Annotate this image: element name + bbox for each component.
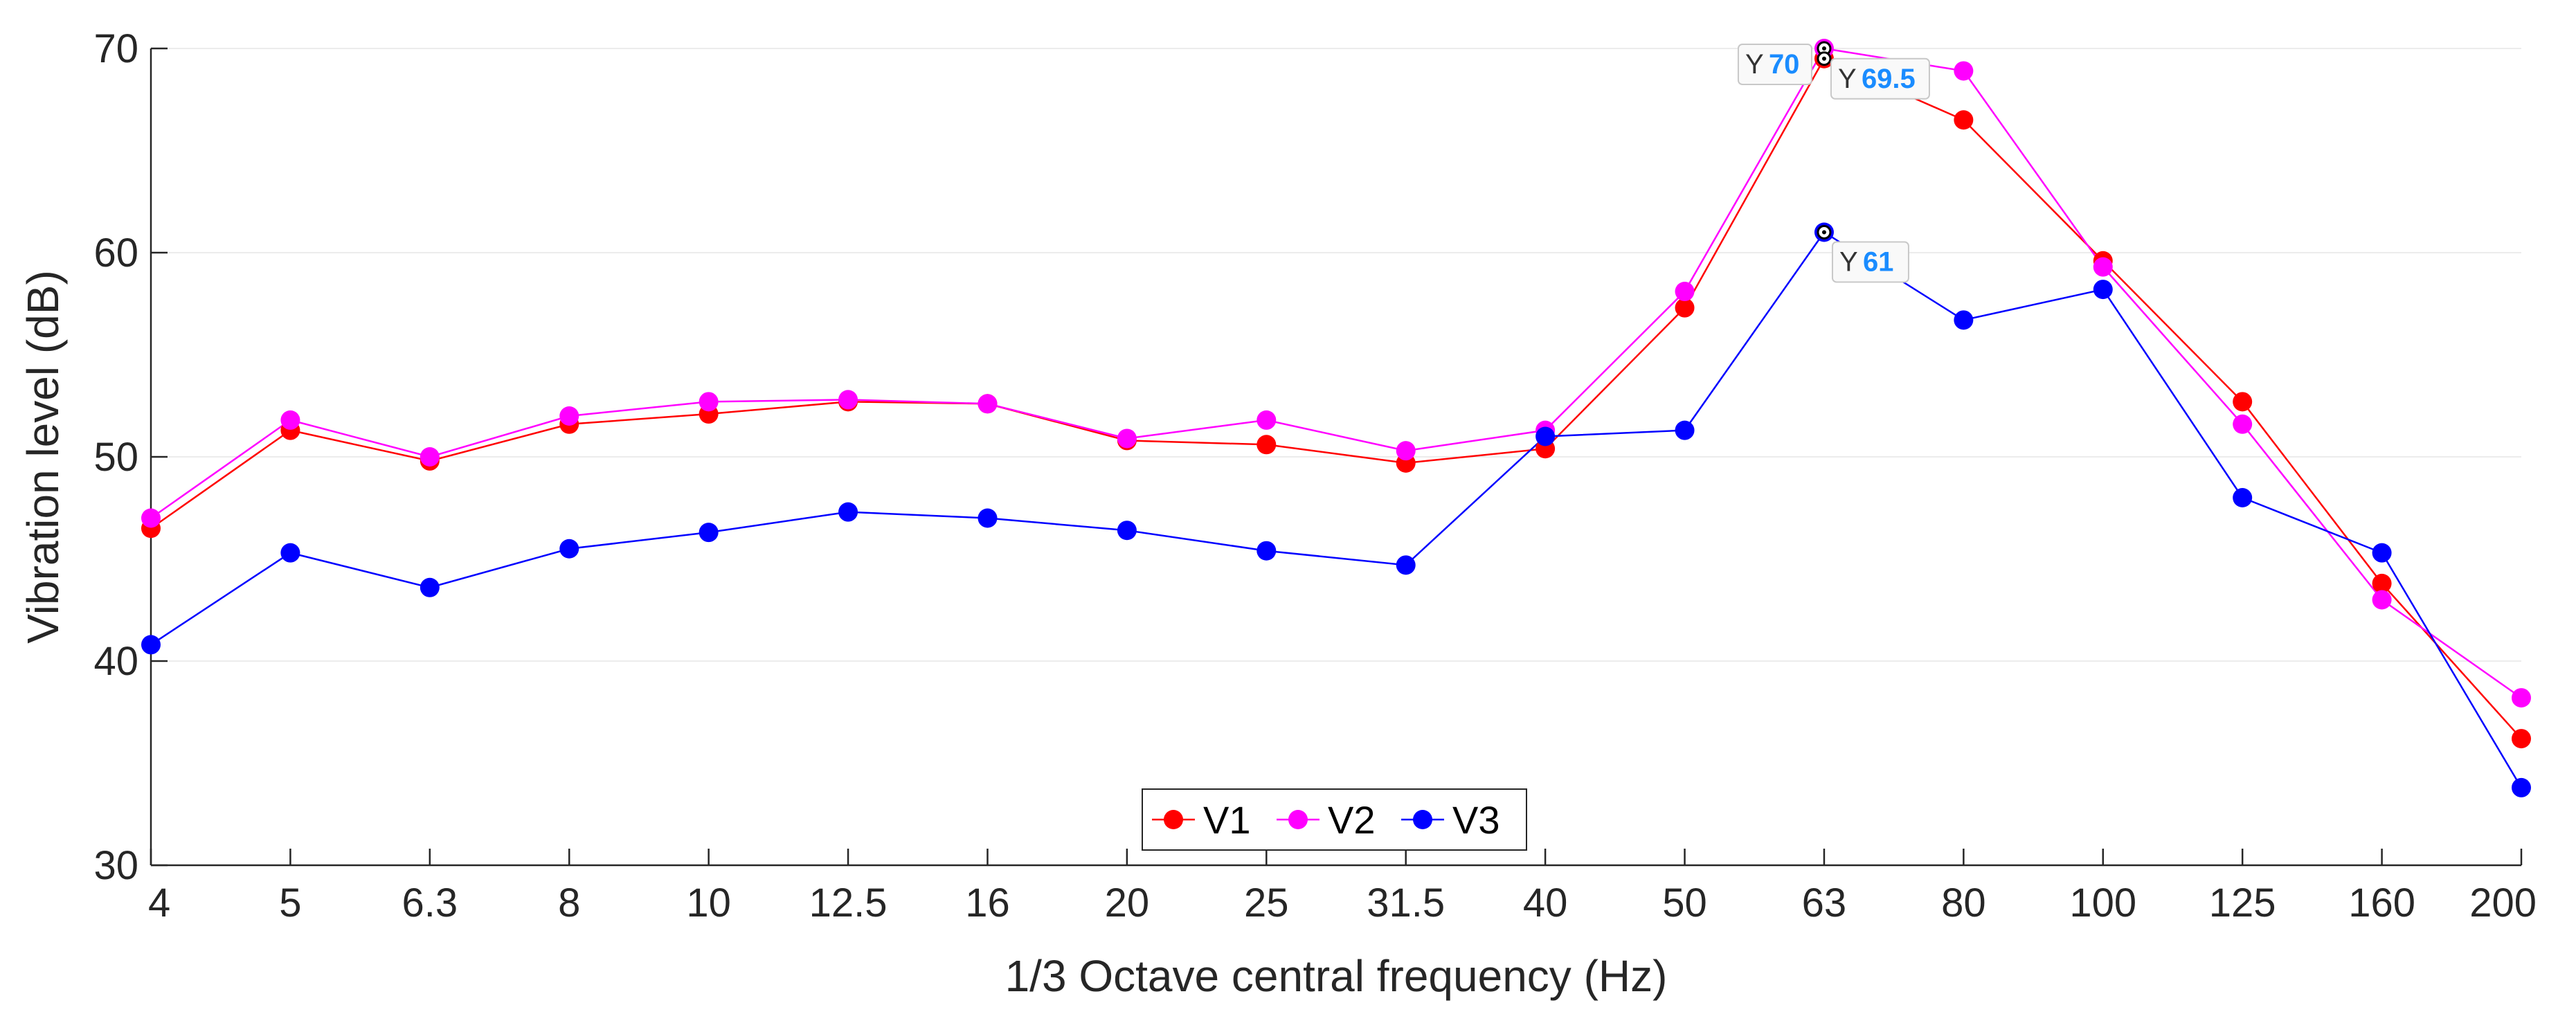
data-point-v2 [699,392,719,412]
legend-box [1142,788,1527,851]
datatip: Y 70 [1737,41,1832,85]
data-point-v3 [1117,521,1137,541]
y-tick-label: 60 [93,231,138,275]
datatip-marker-center [1821,56,1826,61]
data-point-v3 [1535,426,1556,446]
data-point-v3 [1396,555,1416,575]
legend-label-v2: V2 [1328,798,1376,842]
datatip-prefix: Y [1838,64,1857,94]
x-axis-title: 1/3 Octave central frequency (Hz) [1005,951,1668,1001]
datatip-box [1831,241,1909,283]
data-point-v1 [2372,573,2392,593]
series-line-v2 [150,47,2522,699]
x-tick-label: 40 [1523,880,1568,925]
datatip-marker-center [1821,230,1826,235]
x-tick-label: 12.5 [809,880,888,925]
data-point-v1 [1675,298,1695,318]
datatip-prefix: Y [1745,49,1764,80]
datatip-marker-center [1821,46,1826,51]
x-tick-label: 200 [2469,880,2537,925]
data-point-v3 [1675,420,1695,440]
data-point-v3 [2093,280,2113,300]
x-tick-label: 80 [1941,880,1986,925]
data-point-v2 [559,406,579,426]
x-tick-label: 4 [148,880,170,925]
legend: V1 V2 V3 [1142,788,1527,851]
data-point-v3 [2372,543,2392,563]
data-point-v1 [1954,110,1974,130]
data-point-v1 [2233,392,2253,412]
x-tick-label: 8 [558,880,580,925]
data-point-v2 [2512,688,2531,708]
x-tick-label: 20 [1105,880,1150,925]
data-point-v3 [1954,310,1974,330]
x-tick-label: 10 [686,880,731,925]
legend-marker [1413,810,1432,829]
data-point-v3 [2512,777,2531,797]
datatip-prefix: Y [1839,247,1858,278]
data-point-v3 [1257,541,1277,561]
legend-marker [1288,810,1308,829]
data-point-v3 [559,539,579,559]
y-axis-title: Vibration level (dB) [18,270,68,644]
data-point-v2 [1117,428,1137,449]
data-point-v3 [141,635,161,655]
x-tick-label: 25 [1244,880,1289,925]
data-point-v2 [1954,61,1974,81]
datatip-value: 61 [1863,247,1894,278]
x-tick-label: 16 [965,880,1010,925]
x-tick-label: 160 [2348,880,2415,925]
datatip-box [1737,44,1812,85]
x-tick-label: 125 [2209,880,2276,925]
data-point-v2 [2093,257,2113,277]
axes-layer: 30 40 50 60 70 4 5 6.3 8 10 12.5 16 20 25 31.5 40 50 63 80… [93,26,2537,925]
x-tick-label: 31.5 [1367,880,1445,925]
datatip-value: 69.5 [1862,64,1916,94]
data-point-v3 [2233,488,2253,507]
datatip-box [1830,57,1930,100]
x-tick-label: 5 [279,880,301,925]
x-tick-label: 63 [1802,880,1847,925]
data-point-v2 [1396,441,1416,461]
y-tick-label: 70 [93,26,138,71]
datatip-value: 70 [1769,49,1800,80]
data-point-v2 [1675,282,1695,302]
data-point-v2 [1257,410,1277,430]
legend-label-v3: V3 [1452,798,1500,842]
data-point-v1 [2512,729,2531,749]
data-point-v2 [2233,414,2253,434]
series-line-v3 [150,231,2523,788]
data-point-v3 [420,577,440,597]
datatip: Y 69.5 [1817,51,1930,100]
data-point-v3 [280,543,300,563]
data-point-v2 [2372,590,2392,610]
data-point-v2 [141,508,161,528]
legend-label-v1: V1 [1203,798,1251,842]
x-tick-label: 6.3 [402,880,458,925]
series-layer [141,39,2531,797]
data-point-v3 [838,502,858,522]
x-tick-label: 50 [1662,880,1707,925]
legend-marker [1164,810,1183,829]
x-tick-label: 100 [2069,880,2136,925]
y-tick-label: 40 [93,639,138,684]
datatip: Y 61 [1817,225,1909,283]
series-line-v1 [150,57,2522,739]
data-point-v1 [1257,435,1277,455]
data-point-v3 [978,508,998,528]
data-point-v2 [280,410,300,430]
data-point-v2 [420,447,440,467]
y-tick-label: 50 [93,435,138,480]
datatip-layer: Y 70 Y 69.5Y 61 [1737,41,1930,283]
data-point-v3 [699,523,719,543]
data-point-v2 [838,390,858,410]
data-point-v2 [978,394,998,414]
y-tick-label: 30 [93,843,138,888]
